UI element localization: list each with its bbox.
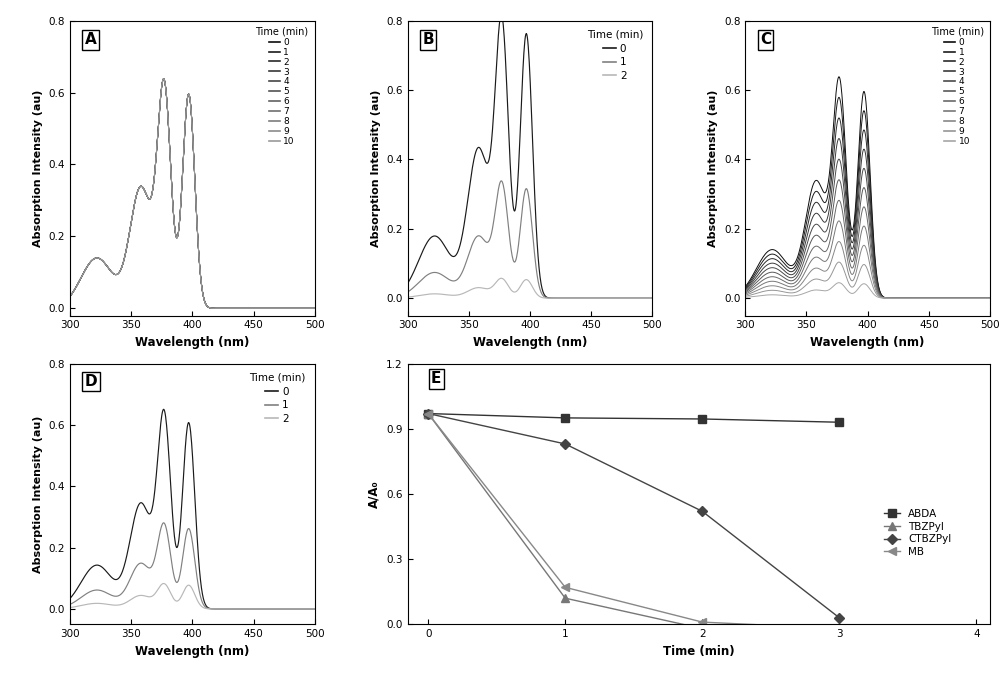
Y-axis label: Absorption Intensity (au): Absorption Intensity (au): [708, 89, 718, 247]
Line: CTBZPyl: CTBZPyl: [424, 410, 843, 622]
Legend: 0, 1, 2, 3, 4, 5, 6, 7, 8, 9, 10: 0, 1, 2, 3, 4, 5, 6, 7, 8, 9, 10: [253, 25, 310, 147]
ABDA: [422, 410, 434, 418]
MB: [696, 618, 708, 626]
ABDA: [696, 415, 708, 423]
Legend: 0, 1, 2, 3, 4, 5, 6, 7, 8, 9, 10: 0, 1, 2, 3, 4, 5, 6, 7, 8, 9, 10: [929, 25, 985, 147]
Text: B: B: [422, 32, 434, 47]
Line: MB: MB: [424, 410, 843, 632]
MB: [559, 583, 571, 591]
MB: [833, 624, 845, 632]
Y-axis label: Absorption Intensity (au): Absorption Intensity (au): [371, 89, 381, 247]
MB: [422, 410, 434, 418]
CTBZPyl: [833, 614, 845, 622]
X-axis label: Wavelength (nm): Wavelength (nm): [473, 336, 587, 349]
X-axis label: Wavelength (nm): Wavelength (nm): [810, 336, 925, 349]
X-axis label: Time (min): Time (min): [663, 645, 735, 658]
Text: A: A: [85, 32, 96, 47]
Y-axis label: A/A₀: A/A₀: [368, 480, 381, 508]
ABDA: [559, 414, 571, 422]
Text: D: D: [85, 374, 97, 389]
CTBZPyl: [422, 410, 434, 418]
Line: TBZPyl: TBZPyl: [424, 410, 843, 637]
TBZPyl: [422, 410, 434, 418]
Text: E: E: [431, 371, 441, 386]
TBZPyl: [696, 624, 708, 632]
TBZPyl: [833, 629, 845, 637]
Y-axis label: Absorption Intensity (au): Absorption Intensity (au): [33, 89, 43, 247]
X-axis label: Wavelength (nm): Wavelength (nm): [135, 336, 250, 349]
Text: C: C: [760, 32, 771, 47]
Line: ABDA: ABDA: [424, 410, 843, 426]
ABDA: [833, 418, 845, 427]
X-axis label: Wavelength (nm): Wavelength (nm): [135, 645, 250, 658]
Legend: 0, 1, 2: 0, 1, 2: [582, 26, 647, 85]
CTBZPyl: [696, 507, 708, 515]
Y-axis label: Absorption Intensity (au): Absorption Intensity (au): [33, 415, 43, 573]
Legend: 0, 1, 2: 0, 1, 2: [245, 369, 309, 428]
TBZPyl: [559, 594, 571, 602]
Legend: ABDA, TBZPyl, CTBZPyl, MB: ABDA, TBZPyl, CTBZPyl, MB: [880, 505, 956, 561]
CTBZPyl: [559, 440, 571, 448]
